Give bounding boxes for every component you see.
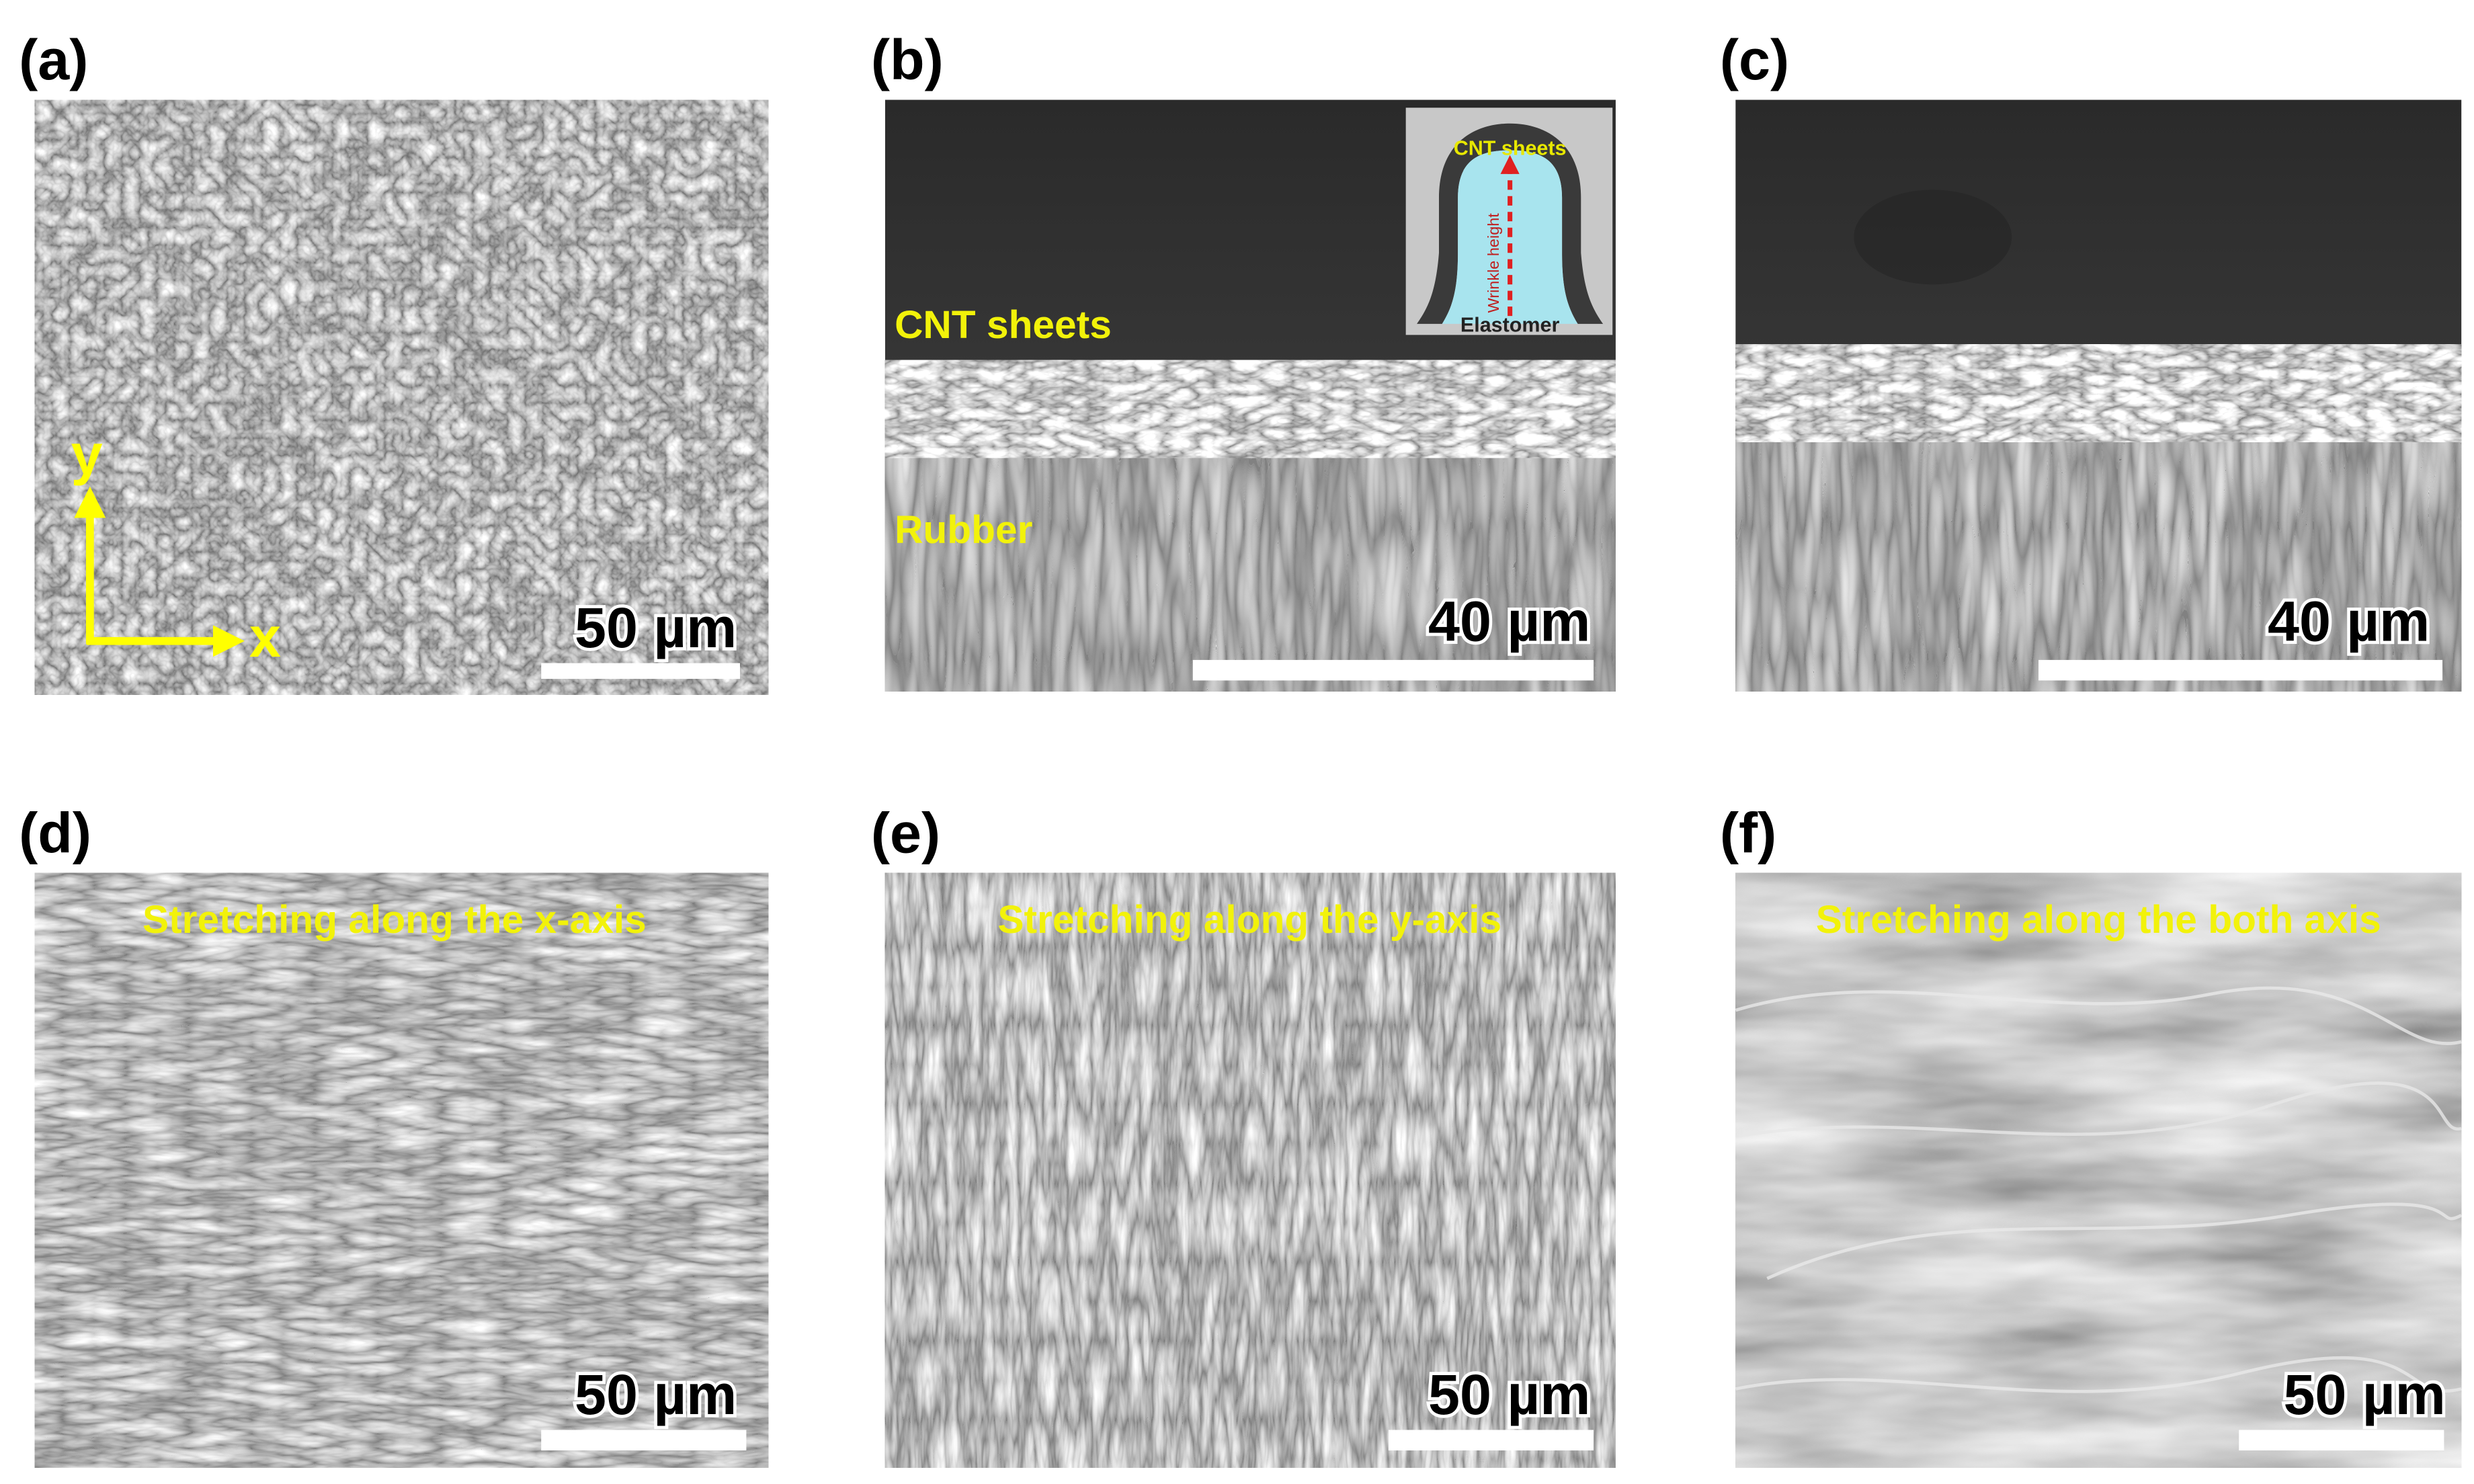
- scale-bar-label: 40 µm: [2268, 589, 2430, 653]
- axis-label: y: [71, 422, 103, 486]
- inset-label: Wrinkle height: [1485, 213, 1502, 313]
- scale-bar: [541, 1430, 747, 1451]
- annotation: CNT sheets: [895, 303, 1112, 347]
- scale-bar-label: 50 µm: [2283, 1362, 2445, 1426]
- cnt-layer: [1417, 123, 1604, 324]
- scale-bar-label: 40 µm: [1428, 589, 1590, 653]
- scale-bar: [1192, 659, 1594, 681]
- panel-label: (f): [1720, 800, 1776, 864]
- wrinkle-region: [884, 360, 1616, 458]
- sem-image: [34, 99, 769, 695]
- scale-bar: [2239, 1430, 2444, 1451]
- rubber-region: [884, 442, 1616, 692]
- scale-bar-label: 50 µm: [575, 595, 737, 659]
- caption: Stretching along the y-axis: [997, 898, 1501, 942]
- panel-label: (a): [19, 28, 88, 91]
- axis-label: x: [249, 605, 281, 669]
- annotation: Rubber: [895, 508, 1032, 552]
- rubber-region: [1735, 426, 2462, 692]
- scale-bar: [541, 663, 741, 679]
- panel-label: (b): [871, 28, 944, 91]
- scale-bar: [2038, 659, 2443, 681]
- panel-label: (d): [19, 800, 91, 864]
- scale-bar: [1388, 1430, 1594, 1451]
- sem-image: [34, 872, 769, 1468]
- scale-bar-label: 50 µm: [1428, 1362, 1590, 1426]
- sem-image: [1735, 872, 2462, 1468]
- shadow: [1854, 190, 2012, 285]
- panel-label: (c): [1720, 28, 1789, 91]
- inset-label: CNT sheets: [1454, 137, 1567, 160]
- caption: Stretching along the x-axis: [142, 898, 647, 942]
- caption: Stretching along the both axis: [1816, 898, 2381, 942]
- wrinkle-lines: [1735, 986, 2463, 1393]
- scale-bar-label: 50 µm: [575, 1362, 737, 1426]
- sem-image: [884, 872, 1616, 1468]
- inset-label: Elastomer: [1460, 314, 1560, 337]
- wrinkle-region: [1735, 344, 2462, 442]
- panel-label: (e): [871, 800, 940, 864]
